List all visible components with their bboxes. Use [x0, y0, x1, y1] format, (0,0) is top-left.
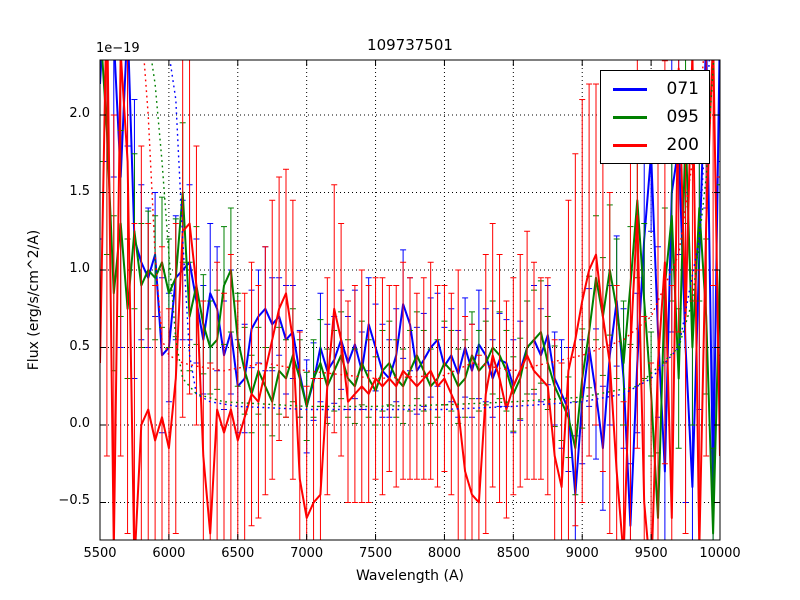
x-tick-label: 9500 [634, 546, 668, 561]
legend-label: 200 [666, 134, 699, 155]
y-tick-label: −0.5 [58, 493, 90, 509]
x-tick-label: 7500 [359, 546, 393, 561]
legend-item-200: 200 [601, 131, 709, 159]
y-tick-label: 1.5 [69, 183, 90, 199]
legend: 071 095 200 [600, 70, 710, 164]
chart-title: 109737501 [367, 36, 453, 54]
x-axis-label: Wavelength (A) [355, 568, 464, 584]
x-tick-label: 6000 [152, 546, 186, 561]
legend-item-071: 071 [601, 75, 709, 103]
x-tick-label: 8000 [427, 546, 461, 561]
legend-label: 071 [666, 78, 699, 99]
y-tick-label: 2.0 [69, 106, 90, 122]
x-tick-label: 8500 [496, 546, 530, 561]
x-tick-label: 6500 [221, 546, 255, 561]
axes-frame [99, 59, 721, 541]
x-tick-label: 5500 [83, 546, 117, 561]
legend-label: 095 [666, 106, 699, 127]
legend-item-095: 095 [601, 103, 709, 131]
legend-line-green [613, 115, 647, 119]
x-tick-label: 7000 [290, 546, 324, 561]
x-tick-label: 10000 [699, 546, 741, 561]
axis-ticks [99, 60, 721, 540]
y-tick-label: 0.5 [69, 338, 90, 354]
legend-line-blue [613, 87, 647, 91]
y-axis-offset-label: 1e−19 [96, 41, 140, 56]
y-tick-label: 0.0 [69, 415, 90, 431]
x-tick-label: 9000 [565, 546, 599, 561]
data-series-layer [100, 60, 720, 540]
y-tick-label: 1.0 [69, 261, 90, 276]
legend-line-red [613, 143, 647, 147]
